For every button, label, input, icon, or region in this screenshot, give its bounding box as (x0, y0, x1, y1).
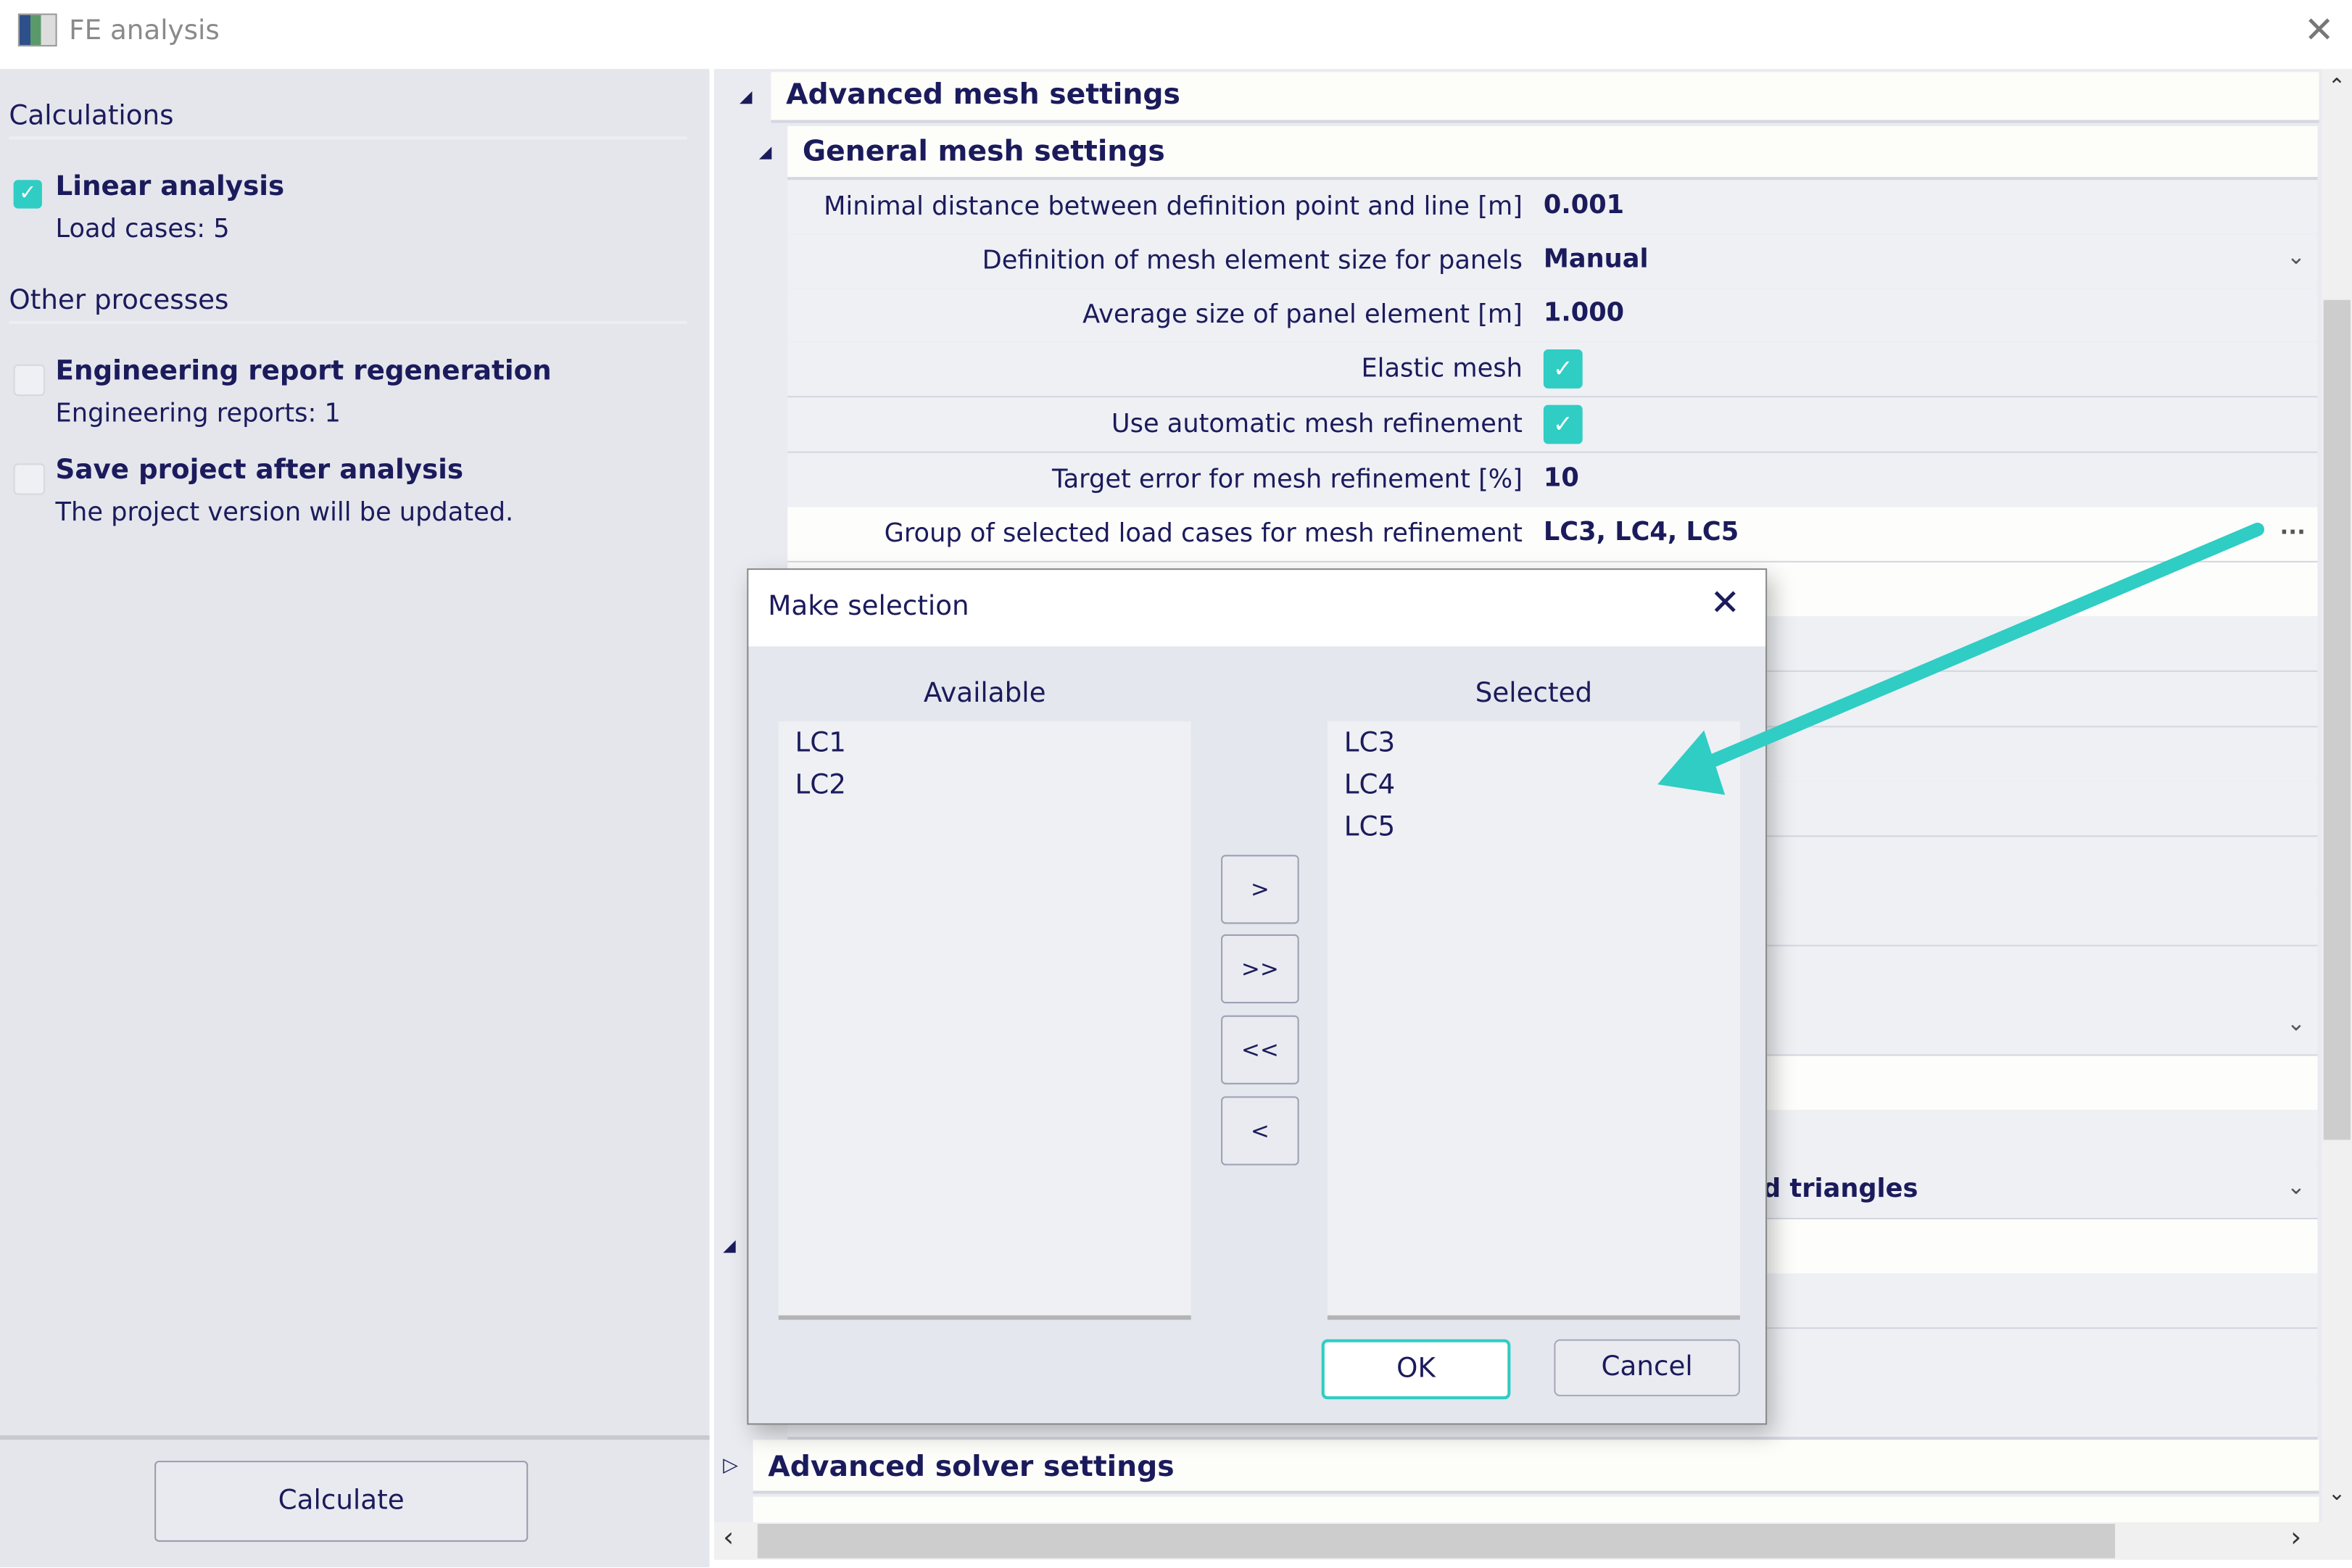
selected-list[interactable]: LC3 LC4 LC5 (1327, 721, 1740, 1320)
save-project-checkbox[interactable] (13, 463, 46, 495)
auto-refinement-checkbox[interactable]: ✓ (1543, 405, 1583, 444)
general-mesh-heading[interactable]: General mesh settings (787, 125, 2318, 181)
grid-row-min-distance[interactable]: Minimal distance between definition poin… (787, 180, 2318, 237)
collapse-icon[interactable]: ◢ (723, 1235, 736, 1256)
list-item[interactable]: LC3 (1343, 727, 1396, 759)
window-title: FE analysis (69, 14, 220, 47)
list-item[interactable]: LC2 (795, 769, 846, 801)
horizontal-scroll-thumb[interactable] (757, 1524, 2116, 1559)
scroll-left-icon[interactable]: ‹ (723, 1522, 734, 1554)
save-project-note: The project version will be updated. (55, 497, 514, 528)
scroll-right-icon[interactable]: › (2290, 1522, 2302, 1554)
list-item[interactable]: LC1 (795, 727, 846, 759)
collapse-icon[interactable]: ◢ (758, 142, 772, 162)
divider (0, 1435, 710, 1440)
calculate-button[interactable]: Calculate (154, 1461, 529, 1542)
grid-row-auto-refinement[interactable]: Use automatic mesh refinement ✓ (787, 397, 2318, 455)
dialog-title-bar (748, 570, 1766, 647)
ellipsis-button[interactable]: ... (2279, 513, 2306, 540)
eng-report-label: Engineering report regeneration (55, 355, 552, 387)
move-left-button[interactable]: < (1221, 1096, 1299, 1166)
eng-report-checkbox[interactable] (13, 364, 46, 397)
available-label: Available (923, 678, 1046, 710)
scroll-up-icon[interactable]: ⌃ (2327, 75, 2346, 99)
eng-report-count: Engineering reports: 1 (55, 399, 341, 429)
grid-row-elastic-mesh[interactable]: Elastic mesh ✓ (787, 341, 2318, 399)
calculations-heading: Calculations (9, 100, 174, 133)
linear-analysis-checkbox[interactable]: ✓ (13, 180, 42, 209)
ok-button[interactable]: OK (1321, 1339, 1511, 1400)
save-project-label: Save project after analysis (55, 454, 464, 486)
left-panel (0, 69, 710, 1568)
other-processes-heading: Other processes (9, 285, 229, 317)
selected-label: Selected (1475, 678, 1593, 710)
linear-analysis-label: Linear analysis (55, 170, 285, 203)
list-item[interactable]: LC5 (1343, 811, 1396, 843)
divider (9, 320, 687, 324)
scroll-down-icon[interactable]: ⌄ (2327, 1482, 2346, 1506)
expand-icon[interactable]: ▷ (723, 1454, 738, 1477)
vertical-scroll-thumb[interactable] (2323, 299, 2351, 1140)
cancel-button[interactable]: Cancel (1554, 1339, 1740, 1397)
dialog-close-icon[interactable]: ✕ (1710, 581, 1741, 624)
close-icon[interactable]: ✕ (2303, 9, 2335, 51)
available-list[interactable]: LC1 LC2 (778, 721, 1191, 1320)
elastic-mesh-checkbox[interactable]: ✓ (1543, 349, 1583, 389)
grid-row (753, 1496, 2319, 1522)
chevron-down-icon[interactable]: ⌄ (2286, 1009, 2306, 1037)
move-all-right-button[interactable]: >> (1221, 934, 1299, 1004)
move-right-button[interactable]: > (1221, 855, 1299, 924)
grid-row-average-size[interactable]: Average size of panel element [m] 1.000 (787, 288, 2318, 345)
divider (9, 136, 687, 140)
load-cases-count: Load cases: 5 (55, 214, 230, 245)
chevron-down-icon[interactable]: ⌄ (2286, 1172, 2306, 1200)
advanced-solver-heading[interactable]: Advanced solver settings (753, 1440, 2319, 1494)
dialog-title: Make selection (768, 591, 969, 623)
title-bar (0, 0, 2352, 70)
list-item[interactable]: LC4 (1343, 769, 1396, 801)
advanced-mesh-heading[interactable]: Advanced mesh settings (771, 72, 2319, 123)
collapse-icon[interactable]: ◢ (739, 86, 753, 107)
app-icon (17, 13, 57, 47)
make-selection-dialog: Make selection ✕ Available Selected LC1 … (747, 568, 1768, 1425)
move-all-left-button[interactable]: << (1221, 1015, 1299, 1084)
chevron-down-icon[interactable]: ⌄ (2286, 243, 2306, 270)
